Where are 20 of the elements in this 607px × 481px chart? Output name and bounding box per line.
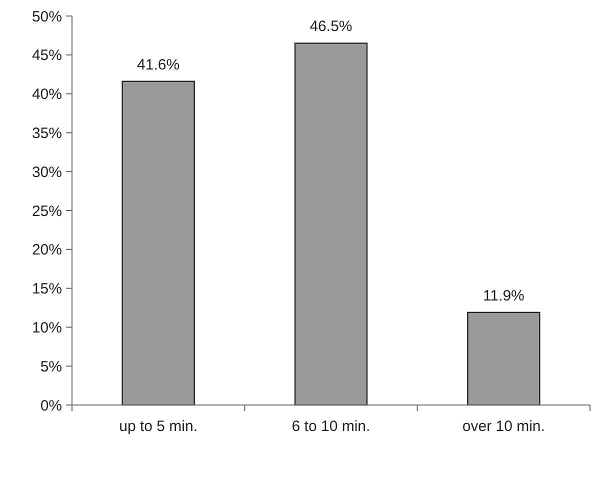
y-tick-label: 45% <box>32 47 62 64</box>
bar <box>122 80 195 406</box>
y-tick-label: 50% <box>32 8 62 26</box>
x-tick-label: 6 to 10 min. <box>292 418 370 435</box>
y-tick-label: 25% <box>32 202 62 220</box>
bar <box>467 312 540 406</box>
data-label: 41.6% <box>137 56 180 74</box>
y-tick-label: 30% <box>32 164 62 181</box>
data-label: 11.9% <box>482 287 524 304</box>
x-tick-label: over 10 min. <box>462 418 545 435</box>
y-tick-label: 35% <box>32 124 62 142</box>
y-tick-label: 0% <box>40 397 62 414</box>
y-tick-label: 20% <box>32 242 62 259</box>
y-tick-label: 5% <box>40 358 62 376</box>
y-tick-label: 10% <box>32 319 62 336</box>
y-tick-label: 15% <box>32 280 62 298</box>
x-tick-label: up to 5 min. <box>119 418 198 435</box>
y-tick-label: 40% <box>32 86 62 104</box>
bar <box>294 42 368 406</box>
data-label: 46.5% <box>310 18 352 36</box>
